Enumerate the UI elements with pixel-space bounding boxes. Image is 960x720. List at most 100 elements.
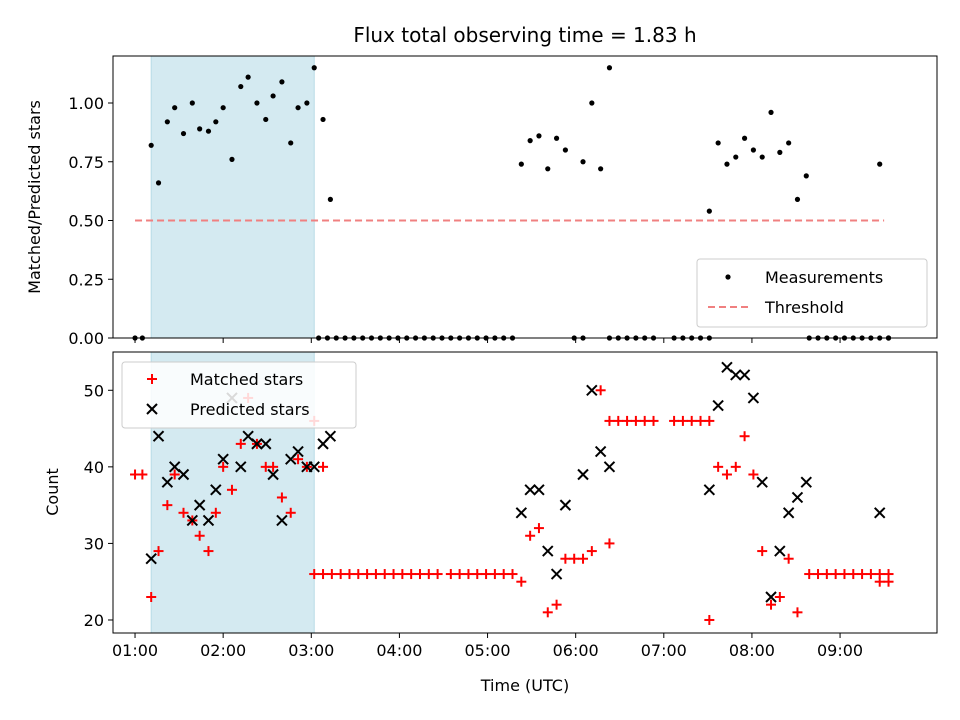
x-tick-label: 05:00 <box>464 641 510 660</box>
x-tick-label: 07:00 <box>641 641 687 660</box>
y-tick-label: 40 <box>84 458 104 477</box>
matched-star-point <box>595 385 606 396</box>
predicted-star-point <box>267 468 279 481</box>
shaded-interval <box>150 55 315 339</box>
matched-star-point <box>569 553 580 564</box>
matched-star-point <box>285 507 296 518</box>
matched-star-point <box>335 569 346 580</box>
matched-star-point <box>454 569 465 580</box>
matched-star-point <box>757 546 768 557</box>
y-tick-label: 0.25 <box>68 270 104 289</box>
matched-star-point <box>146 592 157 603</box>
matched-star-point <box>730 461 741 472</box>
count-panel-ylabel: Count <box>43 468 62 516</box>
matched-star-point <box>162 500 173 511</box>
matched-star-point <box>613 415 624 426</box>
measurement-point <box>786 140 792 146</box>
measurement-point <box>741 135 748 141</box>
y-tick-label: 30 <box>84 534 104 553</box>
matched-star-point <box>604 538 615 549</box>
legend-label-predicted: Predicted stars <box>190 400 310 419</box>
measurement-point <box>180 130 187 137</box>
measurement-point <box>279 79 285 85</box>
x-tick-label: 04:00 <box>376 641 422 660</box>
shade-rect <box>150 55 315 339</box>
measurement-point <box>877 161 883 167</box>
predicted-star-point <box>603 461 616 473</box>
measurement-point <box>777 149 783 155</box>
measurement-point <box>527 138 533 144</box>
measurement-point <box>213 119 219 125</box>
matched-star-point <box>210 507 221 518</box>
measurement-point <box>295 105 301 111</box>
predicted-star-point <box>782 507 795 519</box>
measurement-point <box>229 156 235 162</box>
measurement-point <box>220 105 226 111</box>
matched-star-point <box>622 415 633 426</box>
matched-star-point <box>388 569 399 580</box>
ratio-panel-ylabel: Matched/Predicted stars <box>25 100 44 294</box>
matched-star-point <box>309 569 320 580</box>
predicted-star-point <box>177 468 190 481</box>
x-tick-label: 06:00 <box>553 641 599 660</box>
matched-star-point <box>739 431 750 442</box>
x-axis-label: Time (UTC) <box>480 676 569 695</box>
matched-star-point <box>326 569 337 580</box>
x-tick-label: 02:00 <box>200 641 246 660</box>
legend-marker-matched <box>147 374 157 384</box>
measurement-point <box>733 154 739 160</box>
matched-star-point <box>792 607 803 618</box>
predicted-star-point <box>193 499 206 511</box>
matched-star-point <box>586 546 597 557</box>
measurement-point <box>724 161 730 167</box>
predicted-star-point <box>738 369 751 381</box>
matched-star-point <box>783 553 794 564</box>
measurement-point <box>598 166 604 172</box>
matched-star-point <box>639 415 650 426</box>
matched-star-point <box>721 469 732 480</box>
predicted-star-point <box>515 507 528 519</box>
measurement-point <box>580 159 586 165</box>
predicted-star-point <box>210 484 222 496</box>
measurement-point <box>794 196 801 202</box>
matched-star-point <box>423 569 434 580</box>
matched-star-point <box>293 454 304 465</box>
x-tick-label: 03:00 <box>288 641 334 660</box>
y-tick-label: 0.75 <box>68 153 104 172</box>
measurement-point <box>205 128 212 134</box>
measurement-point <box>263 116 269 123</box>
measurement-point <box>803 173 809 179</box>
matched-star-point <box>551 599 562 610</box>
measurement-point <box>164 119 170 125</box>
legend-marker-predicted <box>146 403 158 415</box>
matched-star-point <box>226 484 237 495</box>
matched-star-point <box>463 569 474 580</box>
matched-star-point <box>604 415 615 426</box>
matched-star-point <box>353 569 364 580</box>
measurement-point <box>189 100 195 106</box>
ratio-legend: Measurements Threshold <box>696 258 928 328</box>
matched-star-point <box>370 569 381 580</box>
matched-star-point <box>630 415 641 426</box>
count-panel: 01:00 02:00 03:00 04:00 05:00 06:00 07:00 08:00… <box>43 351 938 695</box>
matched-star-point <box>669 415 680 426</box>
y-tick-label: 20 <box>84 611 104 630</box>
predicted-star-point <box>774 545 786 557</box>
measurement-point <box>759 154 765 160</box>
predicted-star-point <box>533 484 545 496</box>
matched-star-point <box>533 523 544 534</box>
matched-star-point <box>883 576 894 587</box>
matched-star-point <box>397 569 408 580</box>
matched-star-point <box>218 461 229 472</box>
measurement-point <box>288 140 294 146</box>
ratio-panel-frame <box>112 55 938 339</box>
measurement-point <box>245 74 251 80</box>
y-tick-label: 0.50 <box>68 212 104 231</box>
matched-star-point <box>318 569 329 580</box>
matched-star-point <box>804 569 815 580</box>
predicted-star-point <box>703 484 716 496</box>
predicted-star-point <box>559 499 572 511</box>
predicted-star-point <box>235 461 247 473</box>
count-legend: Matched stars Predicted stars <box>121 361 357 429</box>
predicted-star-point <box>765 591 777 603</box>
